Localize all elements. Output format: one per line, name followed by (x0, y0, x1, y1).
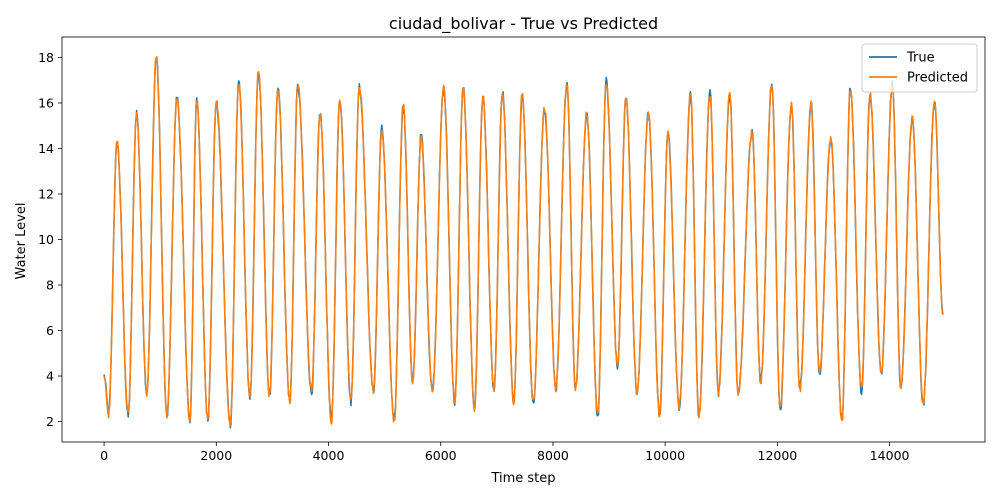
x-tick-label: 6000 (425, 448, 457, 463)
chart-title: ciudad_bolivar - True vs Predicted (389, 14, 658, 34)
x-tick-label: 10000 (645, 448, 685, 463)
x-tick-label: 2000 (200, 448, 232, 463)
y-tick-label: 6 (46, 323, 54, 338)
y-tick-label: 10 (38, 232, 54, 247)
x-tick-label: 8000 (537, 448, 569, 463)
y-axis-label: Water Level (14, 203, 29, 280)
y-tick-label: 12 (38, 186, 54, 201)
legend-label-predicted: Predicted (907, 71, 968, 86)
y-tick-label: 8 (46, 278, 54, 293)
x-tick-label: 14000 (870, 448, 910, 463)
legend-label-true: True (906, 51, 935, 66)
y-tick-label: 4 (46, 369, 54, 384)
x-axis-label: Time step (490, 471, 555, 486)
y-tick-label: 18 (38, 50, 54, 65)
x-tick-label: 12000 (758, 448, 798, 463)
y-tick-label: 14 (38, 141, 54, 156)
series-line-predicted (103, 55, 944, 427)
plot-area: 0 2000 4000 6000 8000 10000 12000 14000 2 4 6 8 10 12… (38, 36, 986, 463)
x-tick-label: 0 (100, 448, 108, 463)
legend-frame (861, 43, 978, 93)
legend: True Predicted (861, 43, 978, 93)
y-tick-label: 2 (46, 414, 54, 429)
x-tick-label: 4000 (313, 448, 345, 463)
y-tick-label: 16 (38, 95, 54, 110)
